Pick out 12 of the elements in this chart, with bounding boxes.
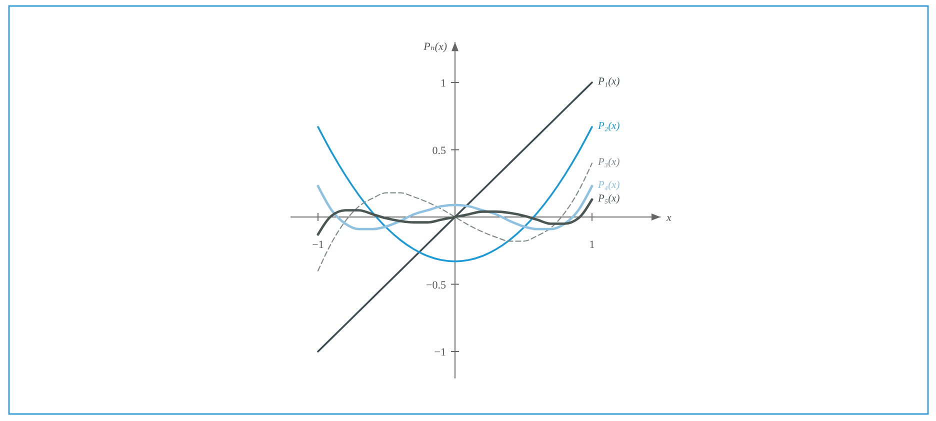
y-tick-label: 1 — [440, 78, 446, 90]
line-series — [316, 184, 594, 230]
series-label: P₄(x) — [597, 180, 620, 192]
y-tick-label: −0.5 — [426, 279, 446, 292]
y-axis-title: Pₙ(x) — [422, 41, 448, 54]
y-tick-label: −1 — [434, 346, 446, 358]
series-label: P₂(x) — [597, 120, 620, 132]
y-tick-label: 0.5 — [432, 144, 446, 157]
series-label: P₅(x) — [597, 194, 620, 205]
series-label: P₁(x) — [597, 76, 620, 88]
x-axis-title: x — [666, 212, 672, 224]
series-label: P₃(x) — [597, 157, 620, 168]
